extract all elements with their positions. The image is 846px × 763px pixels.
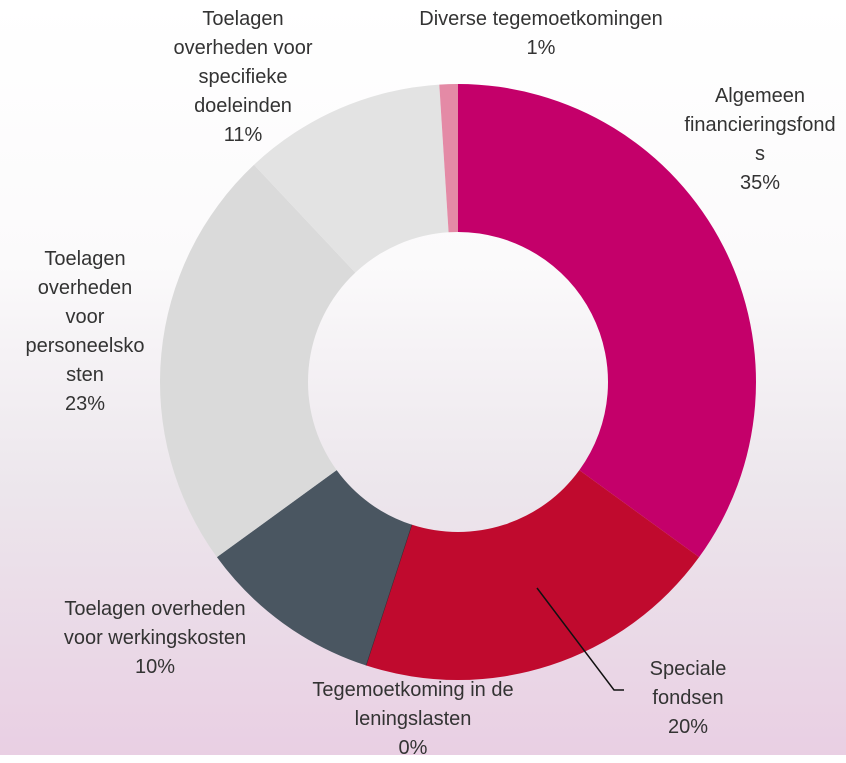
label-name: Toelagen overheden voor werkingskosten [55,595,255,653]
label-value: 20% [628,713,748,742]
label-value: 23% [25,390,145,419]
label-value: 35% [680,169,840,198]
slice-label: Toelagen overheden voor specifieke doele… [158,5,328,150]
label-value: 11% [158,121,328,150]
label-name: Tegemoetkoming in de leningslasten [268,676,558,734]
label-name: Toelagen overheden voor personeelskosten [25,245,145,390]
label-name: Algemeen financieringsfonds [680,82,840,169]
label-name: Toelagen overheden voor specifieke doele… [158,5,328,121]
label-name: Speciale fondsen [628,655,748,713]
label-value: 0% [268,734,558,763]
label-value: 10% [55,653,255,682]
page: (() => { const data = JSON.parse(documen… [0,0,846,755]
label-value: 1% [361,34,721,63]
slice-label: Toelagen overheden voor personeelskosten… [25,245,145,419]
label-name: Diverse tegemoetkomingen [361,5,721,34]
